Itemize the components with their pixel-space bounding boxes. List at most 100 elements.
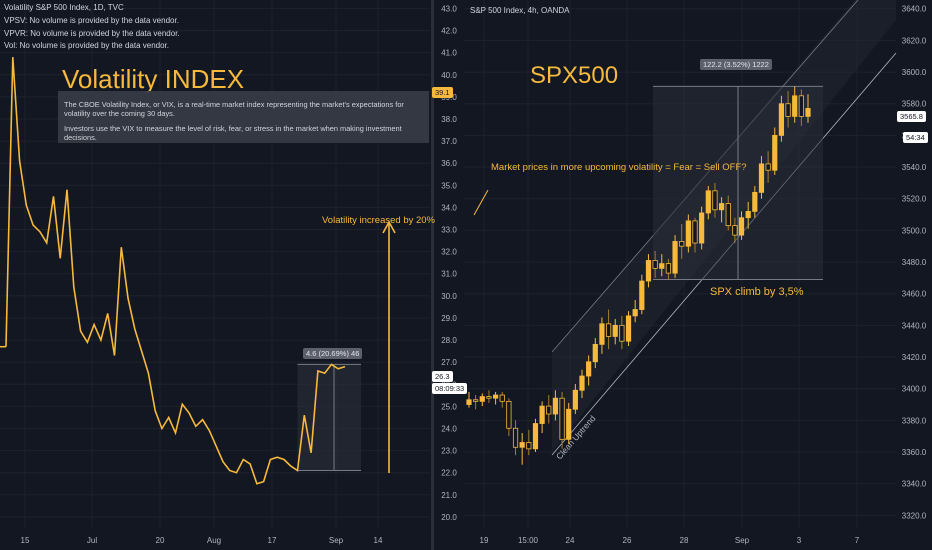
spx-x-tick: 7 xyxy=(855,536,860,545)
spx-y-tick: 3620.0 xyxy=(902,36,927,45)
candle-body xyxy=(645,260,652,282)
vix-y-tick: 38.0 xyxy=(441,115,457,124)
vix-y-tick: 35.0 xyxy=(441,181,457,190)
spx-y-tick: 3480.0 xyxy=(902,258,927,267)
vix-y-tick: 31.0 xyxy=(441,270,457,279)
candle-body xyxy=(605,323,612,337)
spx-y-tick: 3520.0 xyxy=(902,195,927,204)
spx-measure-label: 122.2 (3.52%) 1222 xyxy=(700,59,772,70)
spx-y-tick: 3440.0 xyxy=(902,321,927,330)
time-axes[interactable]: 15 Jul 20 Aug 17 Sep 14 19 15:00 24 26 28 Sep 3 7 xyxy=(21,536,860,545)
vix-x-tick: 15 xyxy=(21,536,30,545)
spx-y-tick: 3640.0 xyxy=(902,5,927,14)
candle-body xyxy=(732,225,738,236)
spx-x-tick: 19 xyxy=(480,536,489,545)
spx-x-tick: Sep xyxy=(735,536,750,545)
spx-y-tick: 3460.0 xyxy=(902,290,927,299)
vix-x-tick: 20 xyxy=(156,536,165,545)
candle-body xyxy=(479,396,485,402)
candle-body xyxy=(738,217,745,236)
candle-body xyxy=(632,309,638,317)
candle-body xyxy=(506,400,512,429)
candle-body xyxy=(499,394,505,402)
vix-x-tick: Aug xyxy=(207,536,221,545)
indicator-vpvr[interactable]: VPVR: No volume is provided by the data … xyxy=(4,29,180,38)
vix-y-tick: 20.0 xyxy=(441,513,457,522)
vix-y-tick: 27.0 xyxy=(441,358,457,367)
vix-countdown: 08:09:33 xyxy=(432,383,468,394)
candle-body xyxy=(586,361,592,377)
candle-body xyxy=(639,280,645,310)
vix-series-line xyxy=(5,57,346,485)
candle-body xyxy=(619,324,625,342)
volatility-arrow-head xyxy=(382,220,396,234)
spx-x-tick: 15:00 xyxy=(518,536,539,545)
vix-y-tick: 41.0 xyxy=(441,49,457,58)
candle-body xyxy=(765,163,771,171)
description-paragraph-1: The CBOE Volatility Index, or VIX, is a … xyxy=(64,100,404,118)
description-box xyxy=(58,91,429,143)
vix-crosshair-price: 39.1 xyxy=(432,87,453,98)
candle-body xyxy=(612,324,618,337)
candle-body xyxy=(692,220,698,244)
candle-body xyxy=(592,343,598,363)
vix-y-tick: 42.0 xyxy=(441,27,457,36)
panel-separator xyxy=(431,0,434,550)
spx-y-tick: 3600.0 xyxy=(902,68,927,77)
candle-body xyxy=(579,375,585,391)
candle-body xyxy=(512,427,519,448)
candle-body xyxy=(772,134,778,171)
indicator-vol[interactable]: Vol: No volume is provided by the data v… xyxy=(4,41,169,50)
spx-last-price: 3565.8 xyxy=(897,111,926,122)
vix-x-tick: Sep xyxy=(329,536,344,545)
vix-measure-label: 4.6 (20.69%) 46 xyxy=(303,348,363,359)
vix-y-tick: 37.0 xyxy=(441,137,457,146)
candle-body xyxy=(718,203,725,211)
vix-y-tick: 24.0 xyxy=(441,425,457,434)
vix-x-tick: 14 xyxy=(374,536,383,545)
vix-y-tick: 23.0 xyxy=(441,447,457,456)
vix-y-tick: 40.0 xyxy=(441,71,457,80)
left-drawings xyxy=(297,220,396,473)
vix-price-line xyxy=(0,57,346,485)
spx-x-tick: 26 xyxy=(623,536,632,545)
candle-body xyxy=(526,442,532,450)
volatility-annotation: Volatility increased by 20% xyxy=(322,215,436,226)
candle-body xyxy=(546,405,552,415)
candle-body xyxy=(725,203,731,227)
vix-y-tick: 21.0 xyxy=(441,491,457,500)
candle-body xyxy=(572,389,578,410)
candle-body xyxy=(599,323,605,345)
candle-body xyxy=(685,220,691,247)
spx-x-tick: 3 xyxy=(797,536,802,545)
candle-body xyxy=(665,263,672,274)
candle-body xyxy=(672,241,678,274)
vix-x-tick: 17 xyxy=(268,536,277,545)
indicator-vpsv[interactable]: VPSV: No volume is provided by the data … xyxy=(4,16,179,25)
candle-body xyxy=(705,190,711,214)
candle-body xyxy=(652,260,658,269)
candle-body xyxy=(559,397,565,440)
candle-body xyxy=(745,210,751,219)
vix-x-tick: Jul xyxy=(87,536,97,545)
spx-title: SPX500 xyxy=(530,62,619,89)
candle-body xyxy=(539,405,545,424)
vix-y-tick: 30.0 xyxy=(441,292,457,301)
spx-y-tick: 3540.0 xyxy=(902,163,927,172)
candle-body xyxy=(659,263,665,269)
candle-body xyxy=(519,442,525,448)
spx-y-tick: 3580.0 xyxy=(902,100,927,109)
left-header[interactable]: Volatility S&P 500 Index, 1D, TVC xyxy=(4,3,124,12)
vix-y-tick: 28.0 xyxy=(441,336,457,345)
vix-y-tick: 36.0 xyxy=(441,159,457,168)
spx-y-tick: 3360.0 xyxy=(902,448,927,457)
spx-y-tick: 3340.0 xyxy=(902,480,927,489)
candle-body xyxy=(798,95,804,117)
candle-body xyxy=(712,190,718,211)
candle-body xyxy=(625,315,632,342)
spx-y-tick: 3400.0 xyxy=(902,385,927,394)
candle-body xyxy=(752,191,758,212)
right-header[interactable]: S&P 500 Index, 4h, OANDA xyxy=(470,6,570,15)
candle-body xyxy=(778,103,785,136)
